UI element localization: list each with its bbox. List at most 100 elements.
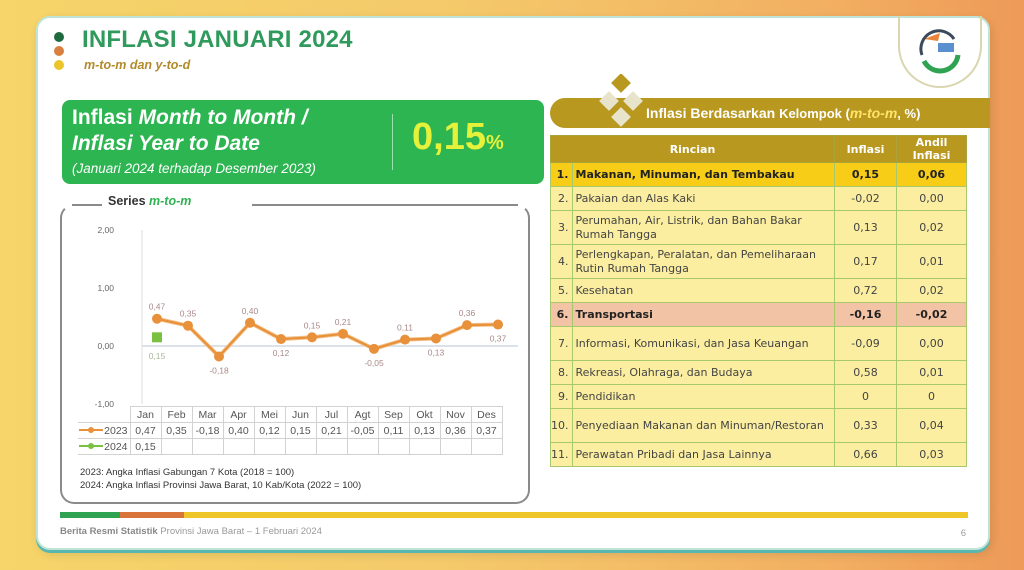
table-header-row: Jan Feb Mar Apr Mei Jun Jul Agt Sep Okt Nov Des: [78, 406, 503, 423]
row-name: Penyediaan Makanan dan Minuman/Restoran: [571, 408, 835, 443]
table-row: 4. Perlengkapan, Peralatan, dan Pemelihar…: [550, 244, 967, 279]
table-row: 2024 0,15: [78, 438, 503, 455]
footnote-2023: 2023: Angka Inflasi Gabungan 7 Kota (201…: [80, 467, 295, 478]
banner-line1: Inflasi Month to Month /: [72, 106, 308, 129]
value-cell: -0,05: [346, 422, 379, 439]
group-inflation-table: Rincian Inflasi Andil Inflasi 1. Makanan,…: [550, 135, 967, 467]
row-andil: 0,00: [896, 186, 967, 211]
value-cell: [191, 438, 224, 455]
legend-cell: 2024: [78, 438, 131, 455]
frame-line: [252, 204, 518, 206]
value-cell: [253, 438, 286, 455]
row-number: 9.: [550, 384, 573, 409]
month-header: Agt: [346, 406, 379, 423]
value-cell: 0,37: [470, 422, 503, 439]
month-header: Sep: [377, 406, 410, 423]
bps-logo: [898, 16, 982, 88]
table-row: 8. Rekreasi, Olahraga, dan Budaya 0,58 0,01: [550, 360, 967, 385]
row-name: Perawatan Pribadi dan Jasa Lainnya: [571, 442, 835, 467]
table-row: 7. Informasi, Komunikasi, dan Jasa Keuang…: [550, 326, 967, 361]
row-name: Perumahan, Air, Listrik, dan Bahan Bakar…: [571, 210, 835, 245]
logo-icon: [919, 29, 961, 74]
data-label: 0,35: [180, 309, 197, 319]
row-name: Makanan, Minuman, dan Tembakau: [571, 162, 835, 187]
chart-footnotes: 2023: Angka Inflasi Gabungan 7 Kota (201…: [80, 466, 361, 492]
row-inflasi: -0,16: [834, 302, 897, 327]
value-cell: 0,15: [284, 422, 317, 439]
footer-color-bar: [60, 512, 968, 518]
diamond-icon: [599, 74, 643, 127]
value-cell: [408, 438, 441, 455]
row-inflasi: 0,17: [834, 244, 897, 279]
page-number: 6: [960, 528, 966, 539]
row-andil: 0,00: [896, 326, 967, 361]
legend-marker-icon: [79, 426, 104, 433]
row-number: 7.: [550, 326, 573, 361]
row-name: Pendidikan: [571, 384, 835, 409]
row-andil: 0: [896, 384, 967, 409]
data-label: 0,36: [459, 308, 476, 318]
blank-cell: [78, 407, 130, 423]
value-cell: [470, 438, 503, 455]
inflation-value: 0,15%: [412, 116, 504, 158]
data-point-2024: [152, 332, 162, 343]
data-point: [276, 334, 286, 345]
group-section-header: Inflasi Berdasarkan Kelompok (m-to-m, %): [550, 74, 990, 128]
table-row: 9. Pendidikan 0 0: [550, 384, 967, 409]
col-rincian: Rincian: [550, 135, 835, 163]
row-andil: 0,03: [896, 442, 967, 467]
row-number: 10.: [550, 408, 573, 443]
data-point: [462, 320, 472, 331]
data-point: [214, 351, 224, 362]
table-row: 6. Transportasi -0,16 -0,02: [550, 302, 967, 327]
data-label: 0,40: [242, 306, 259, 316]
row-name: Kesehatan: [571, 278, 835, 303]
banner-period: (Januari 2024 terhadap Desember 2023): [72, 161, 316, 176]
banner-line2: Inflasi Year to Date: [72, 132, 260, 155]
dot-orange: [54, 46, 64, 56]
row-inflasi: 0,15: [834, 162, 897, 187]
row-name: Rekreasi, Olahraga, dan Budaya: [571, 360, 835, 385]
data-point: [307, 332, 317, 343]
month-header: Mei: [253, 406, 286, 423]
chart-data-table: Jan Feb Mar Apr Mei Jun Jul Agt Sep Okt Nov Des 2023…: [78, 406, 503, 455]
y-tick: -1,00: [95, 399, 115, 408]
row-number: 1.: [550, 162, 573, 187]
footer-source: Berita Resmi Statistik Provinsi Jawa Bar…: [60, 526, 322, 537]
table-row: 1. Makanan, Minuman, dan Tembakau 0,15 0,06: [550, 162, 967, 187]
row-inflasi: 0,66: [834, 442, 897, 467]
row-inflasi: 0,58: [834, 360, 897, 385]
col-andil: Andil Inflasi: [896, 135, 967, 163]
mtm-banner: Inflasi Month to Month / Inflasi Year to…: [62, 100, 544, 184]
col-inflasi: Inflasi: [834, 135, 897, 163]
value-cell: [222, 438, 255, 455]
bar-green: [60, 512, 120, 518]
data-label: 0,21: [335, 317, 352, 327]
data-label: -0,05: [364, 358, 384, 368]
table-row: 10. Penyediaan Makanan dan Minuman/Restor…: [550, 408, 967, 443]
value-cell: [284, 438, 317, 455]
legend-marker-icon: [79, 442, 104, 449]
month-header: Apr: [222, 406, 255, 423]
value-cell: 0,15: [129, 438, 162, 455]
data-point: [431, 333, 441, 344]
value-cell: 0,11: [377, 422, 410, 439]
data-label-2024: 0,15: [149, 351, 166, 361]
value-cell: 0,35: [160, 422, 193, 439]
value-cell: [439, 438, 472, 455]
row-name: Informasi, Komunikasi, dan Jasa Keuangan: [571, 326, 835, 361]
month-header: Jul: [315, 406, 348, 423]
page-title: INFLASI JANUARI 2024: [82, 26, 353, 53]
page-subtitle: m-to-m dan y-to-d: [84, 58, 191, 72]
row-number: 6.: [550, 302, 573, 327]
footnote-2024: 2024: Angka Inflasi Provinsi Jawa Barat,…: [80, 480, 362, 491]
value-cell: -0,18: [191, 422, 224, 439]
month-header: Okt: [408, 406, 441, 423]
data-point: [152, 313, 162, 324]
data-point: [400, 334, 410, 345]
chart-title: Series m-to-m: [108, 194, 192, 208]
row-inflasi: -0,09: [834, 326, 897, 361]
y-tick: 2,00: [97, 225, 114, 235]
row-andil: -0,02: [896, 302, 967, 327]
data-point: [369, 343, 379, 354]
